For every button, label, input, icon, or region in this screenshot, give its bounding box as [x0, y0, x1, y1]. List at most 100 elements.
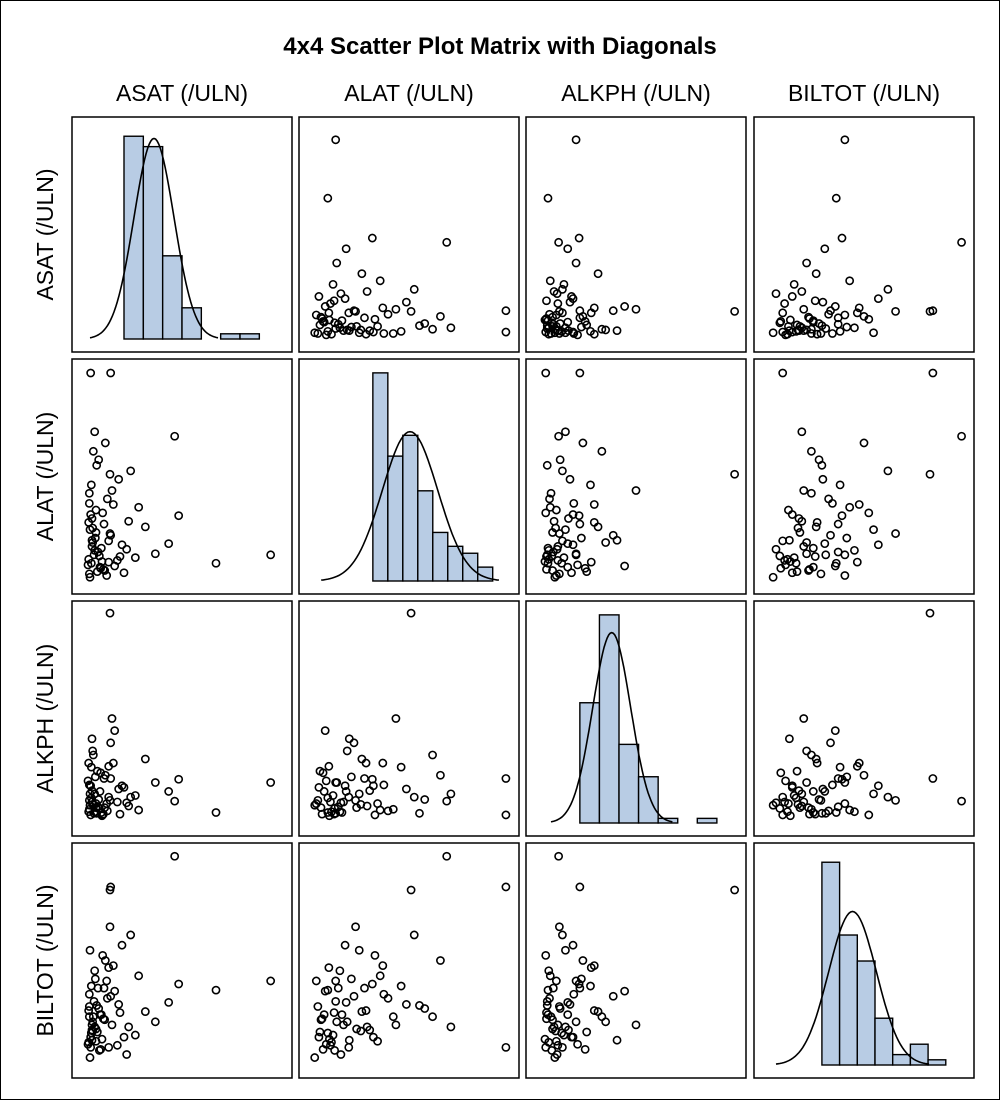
scatter-point — [266, 976, 276, 986]
scatter-point — [802, 549, 812, 559]
scatter-point — [409, 792, 419, 802]
scatter-point — [100, 438, 110, 448]
scatter-point — [99, 519, 109, 529]
scatter-panel — [525, 842, 747, 1079]
scatter-point — [323, 1028, 333, 1038]
scatter-point — [792, 567, 802, 577]
scatter-point — [571, 258, 581, 268]
scatter-point — [575, 519, 585, 529]
scatter-point — [569, 498, 579, 508]
column-label: ALAT (/ULN) — [344, 80, 474, 106]
scatter-point — [869, 328, 878, 338]
histogram-bar — [219, 333, 241, 340]
scatter-point — [92, 460, 102, 470]
scatter-point — [90, 974, 100, 984]
scatter-point — [835, 762, 845, 772]
scatter-point — [545, 276, 555, 286]
scatter-point — [928, 306, 938, 316]
scatter-point — [869, 525, 878, 535]
scatter-point — [86, 480, 96, 490]
scatter-point — [546, 488, 556, 498]
scatter-point — [567, 568, 576, 578]
panel-frame — [71, 842, 293, 1079]
scatter-point — [94, 551, 104, 561]
scatter-point — [580, 1044, 590, 1054]
row-label: ALAT (/ULN) — [32, 412, 58, 542]
scatter-point — [551, 1036, 561, 1046]
scatter-point — [87, 1035, 97, 1045]
histogram-bar — [598, 614, 620, 824]
scatter-point — [835, 480, 845, 490]
scatter-point — [730, 307, 740, 316]
scatter-point — [542, 460, 552, 470]
scatter-point — [85, 1053, 95, 1062]
scatter-point — [140, 522, 150, 532]
scatter-point — [776, 768, 786, 778]
scatter-point — [102, 993, 112, 1003]
scatter-point — [140, 754, 150, 764]
scatter-point — [100, 1015, 110, 1025]
histogram-bar — [891, 1053, 912, 1066]
scatter-panel — [525, 116, 747, 353]
scatter-point — [336, 798, 346, 808]
scatter-point — [571, 549, 581, 559]
scatter-point — [548, 1015, 557, 1025]
scatter-point — [117, 940, 127, 950]
scatter-point — [547, 1046, 557, 1055]
scatter-point — [104, 1042, 114, 1052]
scatter-point — [842, 322, 852, 332]
scatter-point — [130, 553, 140, 563]
scatter-point — [821, 550, 831, 560]
scatter-point — [356, 325, 366, 335]
scatter-point — [776, 316, 786, 326]
scatter-point — [574, 511, 584, 521]
scatter-point — [565, 474, 575, 484]
histogram-bar — [417, 490, 434, 582]
scatter-point — [730, 469, 740, 479]
scatter-point — [873, 294, 883, 303]
normal-density-curve — [321, 430, 499, 581]
scatter-point — [354, 945, 364, 955]
scatter-point — [317, 1014, 327, 1024]
scatter-point — [543, 193, 553, 203]
scatter-point — [378, 961, 388, 971]
scatter-point — [542, 1001, 552, 1010]
scatter-point — [324, 963, 334, 973]
scatter-point — [620, 302, 630, 311]
scatter-point — [446, 1022, 456, 1032]
scatter-point — [820, 787, 830, 796]
scatter-point — [542, 1014, 551, 1024]
scatter-point — [93, 983, 103, 993]
scatter-point — [542, 296, 551, 306]
scatter-point — [575, 368, 585, 378]
scatter-point — [324, 761, 334, 771]
scatter-point — [541, 368, 551, 378]
scatter-point — [830, 726, 840, 736]
scatter-point — [332, 1017, 342, 1027]
scatter-point — [320, 986, 330, 996]
column-label: ALKPH (/ULN) — [561, 80, 711, 106]
scatter-point — [174, 979, 184, 989]
scatter-point — [828, 329, 837, 338]
scatter-point — [812, 329, 822, 339]
scatter-point — [367, 233, 377, 243]
scatter-point — [542, 564, 551, 574]
scatter-point — [580, 563, 590, 573]
normal-density-curve — [89, 137, 219, 339]
scatter-point — [316, 803, 326, 813]
scatter-point — [845, 502, 855, 512]
scatter-point — [100, 803, 110, 813]
scatter-point — [553, 299, 563, 308]
scatter-point — [357, 1007, 367, 1016]
scatter-point — [93, 547, 103, 557]
scatter-point — [837, 511, 847, 521]
scatter-point — [313, 1002, 323, 1011]
scatter-point — [164, 997, 174, 1007]
scatter-point — [442, 851, 452, 861]
scatter-point — [852, 308, 862, 318]
scatter-panel — [71, 842, 293, 1079]
scatter-point — [140, 1007, 150, 1016]
scatter-point — [812, 758, 822, 768]
scatter-point — [420, 795, 430, 804]
normal-density-curve — [550, 631, 673, 823]
